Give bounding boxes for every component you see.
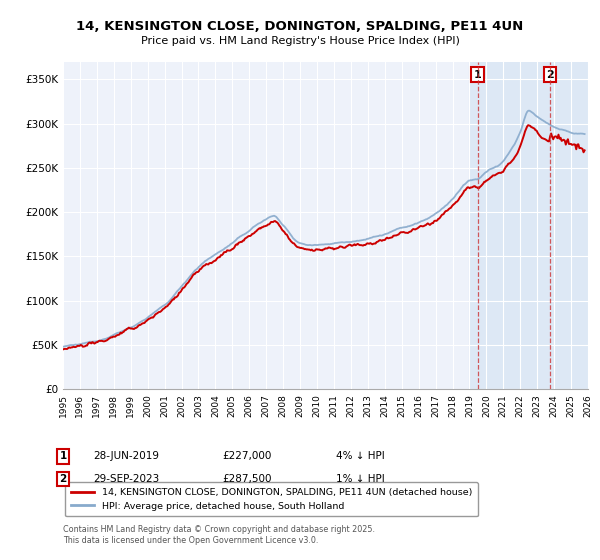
Text: £227,000: £227,000 [222, 451, 271, 461]
Text: Price paid vs. HM Land Registry's House Price Index (HPI): Price paid vs. HM Land Registry's House … [140, 36, 460, 46]
Text: 1: 1 [59, 451, 67, 461]
Legend: 14, KENSINGTON CLOSE, DONINGTON, SPALDING, PE11 4UN (detached house), HPI: Avera: 14, KENSINGTON CLOSE, DONINGTON, SPALDIN… [65, 482, 478, 516]
Text: 14, KENSINGTON CLOSE, DONINGTON, SPALDING, PE11 4UN: 14, KENSINGTON CLOSE, DONINGTON, SPALDIN… [76, 20, 524, 32]
Text: 4% ↓ HPI: 4% ↓ HPI [336, 451, 385, 461]
Bar [469, 62, 588, 389]
Text: 1: 1 [474, 70, 482, 80]
Text: 2: 2 [59, 474, 67, 484]
Text: 29-SEP-2023: 29-SEP-2023 [93, 474, 159, 484]
Text: Contains HM Land Registry data © Crown copyright and database right 2025.
This d: Contains HM Land Registry data © Crown c… [63, 525, 375, 545]
Text: £287,500: £287,500 [222, 474, 271, 484]
Text: 1% ↓ HPI: 1% ↓ HPI [336, 474, 385, 484]
Text: 28-JUN-2019: 28-JUN-2019 [93, 451, 159, 461]
Text: 2: 2 [546, 70, 554, 80]
